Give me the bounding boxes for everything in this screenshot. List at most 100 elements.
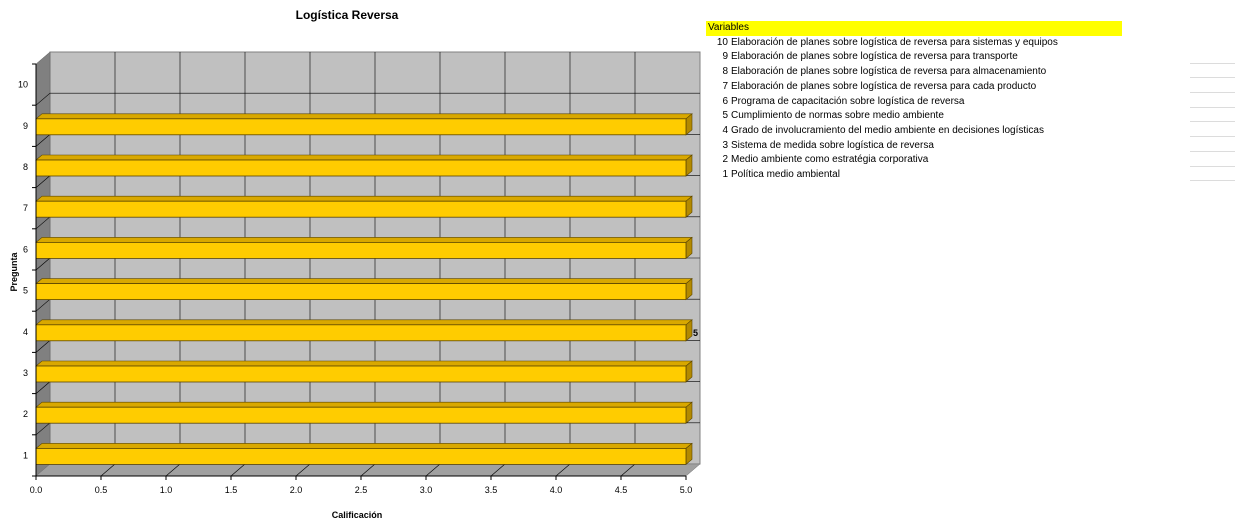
x-tick-label: 1.5 [225,485,238,495]
bars [35,113,693,466]
bar-top [35,443,693,449]
x-axis-title: Calificación [332,510,383,520]
gridline [35,175,51,188]
legend-item-text: Política medio ambiental [731,169,840,181]
gridline [490,463,506,477]
cell-line [1190,167,1235,182]
gridline [425,463,441,477]
x-tick-label: 3.0 [420,485,433,495]
legend-item: 3 Sistema de medida sobre logística de re… [706,139,1122,154]
cell-line [1190,137,1235,152]
cell-line [1190,108,1235,123]
y-tick-label: 3 [23,368,28,378]
legend-item: 5 Cumplimiento de normas sobre medio ambi… [706,109,1122,124]
x-tick-label: 4.0 [550,485,563,495]
legend-item-number: 7 [722,80,728,92]
y-tick-label: 10 [18,80,28,90]
gridline [230,463,246,477]
gridline [360,463,376,477]
chart-title: Logística Reversa [296,8,399,22]
y-axis-title: Pregunta [9,252,19,292]
gridline [35,257,51,271]
legend-item-text: Elaboración de planes sobre logística de… [731,80,1037,92]
legend-item: 6 Programa de capacitación sobre logístic… [706,95,1122,110]
legend-item-number: 6 [722,95,728,107]
cell-line [1190,64,1235,79]
x-tick-label: 0.0 [30,485,43,495]
legend-item-text: Programa de capacitación sobre logística… [731,95,965,107]
bar-top [35,154,693,161]
legend-item-number: 3 [722,139,728,151]
gridline [35,298,51,312]
bar [35,118,687,136]
x-tick-label: 3.5 [485,485,498,495]
gridline [35,381,51,394]
bar-top [35,195,693,202]
y-tick-label: 5 [23,286,28,296]
axes: 5 0.0 0.5 1.0 1.5 2.0 2.5 3.0 3.5 4.0 4.5 5.0 1 2 3 4 5 6… [18,63,698,495]
cell-line [1190,152,1235,167]
cell-line [1190,49,1235,64]
bar-top [35,113,693,120]
legend-item-number: 4 [722,124,728,136]
gridline [35,134,51,147]
legend-item-number: 5 [722,110,728,122]
bar-top [35,278,693,284]
bar-top [35,401,693,408]
spreadsheet-cell-lines [1190,49,1235,182]
legend-item: 2 Medio ambiente como estratégia corporat… [706,153,1122,168]
gridline [555,463,571,477]
legend-item-number: 8 [722,66,728,78]
x-tick-label: 4.5 [615,485,628,495]
legend-item-text: Grado de involucramiento del medio ambie… [731,124,1044,136]
gridline [620,463,636,477]
gridline [35,216,51,230]
bar [35,159,687,177]
cell-line [1190,122,1235,138]
cell-line [1190,93,1235,108]
bar [35,406,687,424]
legend-item-text: Sistema de medida sobre logística de rev… [731,139,934,151]
bar-top [35,360,693,367]
legend-item: 10 Elaboración de planes sobre logística … [706,36,1122,51]
legend-list: 10 Elaboración de planes sobre logística … [706,36,1122,183]
legend-item: 9 Elaboración de planes sobre logística d… [706,50,1122,65]
y-tick-label: 8 [23,162,28,172]
bar [35,447,687,465]
x-tick-label: 2.5 [355,485,368,495]
legend-item: 8 Elaboración de planes sobre logística d… [706,65,1122,80]
y-tick-label: 9 [23,121,28,131]
legend-item-text: Cumplimiento de normas sobre medio ambie… [731,110,944,122]
variables-legend: Variables 10 Elaboración de planes sobre … [706,21,1122,183]
legend-item-text: Elaboración de planes sobre logística de… [731,66,1047,78]
y-tick-label: 1 [23,450,28,460]
x-tick-label: 5.0 [680,485,693,495]
gridline [35,340,51,353]
bar [35,324,687,342]
y-tick-label: 4 [23,327,28,337]
bar-top [35,237,693,243]
legend-item: 7 Elaboración de planes sobre logística d… [706,80,1122,95]
legend-item-text: Elaboración de planes sobre logística de… [731,36,1058,48]
legend-item-text: Medio ambiente como estratégia corporati… [731,154,929,166]
legend-item-number: 10 [716,36,728,48]
gridline [295,463,311,477]
legend-item: 1 Política medio ambiental [706,168,1122,183]
x-tick-label: 2.0 [290,485,303,495]
x-tick-label: 0.5 [95,485,108,495]
data-label: 5 [693,328,698,338]
y-tick-label: 6 [23,244,28,254]
bar-top [35,319,693,326]
cell-line [1190,78,1235,94]
gridline [100,463,116,477]
gridline [165,463,181,477]
gridline [35,422,51,436]
legend-item-number: 2 [722,154,728,166]
y-tick-label: 7 [23,203,28,213]
legend-item: 4 Grado de involucramiento del medio ambi… [706,124,1122,139]
legend-item-text: Elaboración de planes sobre logística de… [731,51,1018,63]
bar [35,283,687,301]
bar [35,365,687,383]
legend-header: Variables [706,21,1122,36]
